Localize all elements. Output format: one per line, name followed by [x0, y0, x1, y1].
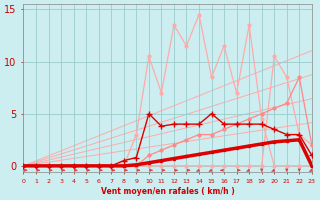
X-axis label: Vent moyen/en rafales ( km/h ): Vent moyen/en rafales ( km/h ) [101, 187, 235, 196]
